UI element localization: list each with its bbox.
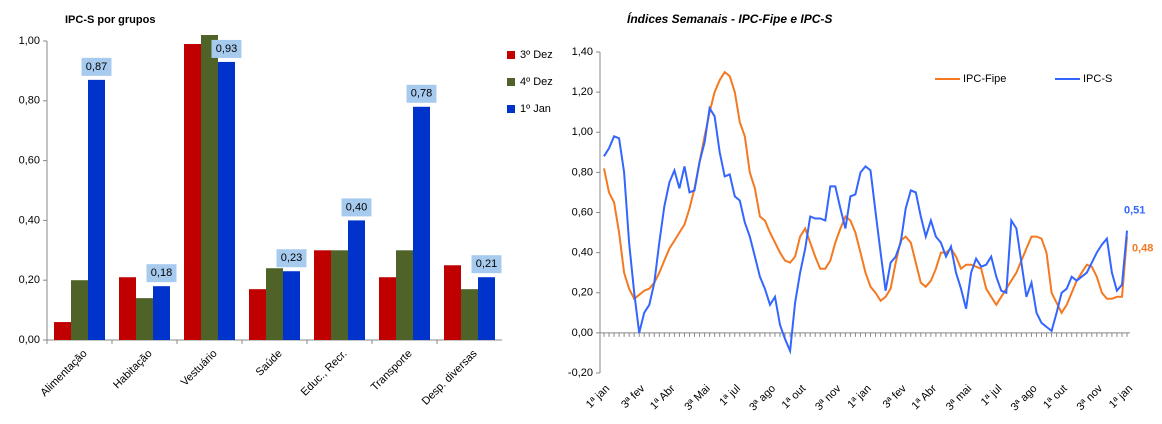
x-tick-label: 1ª jan [1107,383,1135,411]
value-label-bg [276,249,307,268]
value-label-bg [146,264,177,283]
y-tick-label: 0,20 [19,274,40,286]
value-label: 0,23 [281,252,302,264]
value-label: 0,21 [476,258,497,270]
bar [201,35,218,341]
y-tick-label: 0,60 [19,155,40,167]
y-tick-label: 0,40 [19,214,40,226]
bar [379,277,396,340]
x-tick-label: 1ª jan [584,383,612,411]
x-tick-label: Alimentação [38,348,89,399]
bar [266,268,283,340]
legend-label: 3º Dez [520,49,553,61]
y-tick-label: 1,20 [572,86,593,98]
x-tick-label: 3ª fev [619,382,648,411]
x-tick-label: Habitação [111,348,155,392]
chart-title: IPC-S por grupos [65,14,155,26]
bar [331,250,348,340]
end-label: 0,48 [1132,242,1153,254]
value-label: 0,93 [216,43,237,55]
x-tick-label: 1ª out [780,383,809,412]
value-label-bg [81,57,112,76]
y-tick-label: 1,00 [19,35,40,47]
end-label: 0,51 [1124,204,1145,216]
x-tick-label: 3ª Mai [682,383,712,413]
y-tick-label: 0,20 [572,287,593,299]
x-tick-label: 3ª nov [813,382,844,413]
x-tick-label: Educ., Recr. [299,348,350,399]
legend-label: 4º Dez [520,76,553,88]
value-label: 0,18 [151,267,172,279]
x-tick-label: 3ª nov [1075,382,1106,413]
legend-swatch [507,105,515,113]
legend-swatch [507,51,515,59]
y-tick-label: -0,20 [568,367,593,379]
x-tick-label: Vestuário [179,348,220,389]
y-tick-label: 0,60 [572,206,593,218]
x-tick-label: 1ª jul [717,383,743,409]
x-tick-label: 3ª fev [881,382,910,411]
bar [88,79,105,341]
x-tick-label: Transporte [369,348,415,394]
x-tick-label: 3ª ago [747,383,778,414]
x-tick-label: 3ª mai [944,383,974,413]
y-tick-label: 1,00 [572,126,593,138]
x-tick-label: Saúde [254,348,285,379]
value-label: 0,87 [86,61,107,73]
x-tick-label: 1ª out [1041,383,1070,412]
y-tick-label: 0,00 [19,334,40,346]
x-tick-label: 3ª ago [1009,383,1040,414]
y-tick-label: 0,80 [19,95,40,107]
line-series [603,105,1128,355]
line-series [603,70,1128,315]
value-label: 0,78 [411,88,432,100]
x-tick-label: 1ª jul [979,383,1005,409]
x-tick-label: 1ª jan [845,383,873,411]
value-label-bg [406,84,437,103]
bar [478,277,495,340]
value-label-bg [341,198,372,217]
value-label: 0,40 [346,201,367,213]
y-tick-label: 1,40 [572,46,593,58]
bar [444,265,461,340]
legend-label: IPC-S [1083,73,1112,85]
bar [218,61,235,341]
value-label-bg [211,39,242,58]
y-tick-label: 0,80 [572,166,593,178]
x-tick-label: 1ª Abr [648,382,678,412]
bar [348,220,365,340]
bar [136,298,153,340]
bar [54,322,71,340]
bar [461,289,478,340]
bar [283,271,300,340]
chart-title: Índices Semanais - IPC-Fipe e IPC-S [627,11,832,26]
legend-label: 1º Jan [520,103,551,115]
bar [184,43,201,341]
bar [71,280,88,340]
value-label-bg [471,255,502,274]
x-tick-label: 1ª Abr [910,382,940,412]
x-tick-label: Desp. diversas [420,347,480,407]
y-tick-label: 0,00 [572,327,593,339]
y-tick-label: 0,40 [572,247,593,259]
bar [153,286,170,340]
legend-label: IPC-Fipe [963,73,1006,85]
legend-swatch [507,78,515,86]
bar [119,277,136,340]
bar [413,106,430,340]
bar [314,250,331,340]
bar [249,289,266,340]
bar [396,250,413,340]
